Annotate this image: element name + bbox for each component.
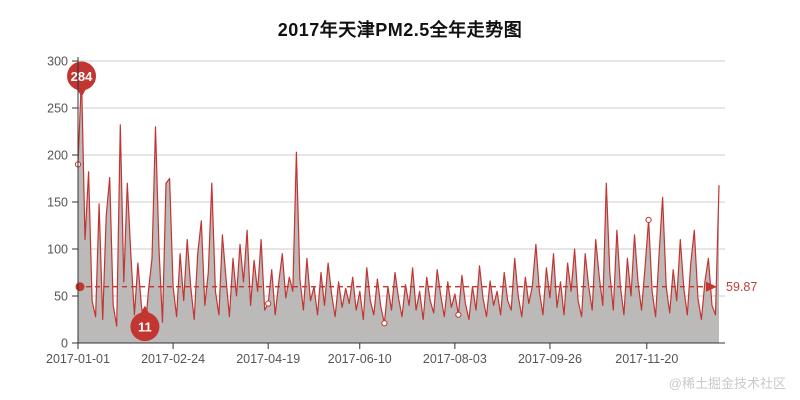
x-axis-label-3: 2017-06-10 — [328, 352, 392, 366]
x-axis-label-1: 2017-02-24 — [141, 352, 205, 366]
y-axis-label-150: 150 — [47, 196, 68, 210]
x-axis-label-6: 2017-11-20 — [615, 352, 678, 366]
x-axis-label-2: 2017-04-19 — [236, 352, 300, 366]
data-point-marker — [381, 320, 388, 327]
data-point-marker — [645, 216, 652, 223]
watermark: @稀土掘金技术社区 — [668, 376, 786, 391]
y-axis-label-200: 200 — [47, 149, 68, 163]
y-axis-label-50: 50 — [54, 290, 68, 304]
avg-value-label: 59.87 — [726, 280, 757, 294]
y-axis-label-100: 100 — [47, 243, 68, 257]
x-axis-label-0: 2017-01-01 — [46, 352, 110, 366]
avg-line-start-dot — [75, 282, 85, 292]
avg-line-arrow — [706, 281, 717, 292]
x-axis-label-4: 2017-08-03 — [423, 352, 487, 366]
max-pin-label: 284 — [71, 69, 93, 84]
min-pin-label: 11 — [138, 320, 152, 335]
min-pin — [130, 312, 160, 342]
max-pin — [67, 61, 97, 91]
y-axis-label-250: 250 — [47, 102, 68, 116]
y-axis-label-300: 300 — [47, 55, 68, 69]
data-point-marker — [265, 300, 272, 307]
data-point-marker — [455, 311, 462, 318]
y-axis-label-0: 0 — [61, 337, 68, 351]
chart-title: 2017年天津PM2.5全年走势图 — [277, 20, 523, 40]
series-line — [77, 75, 720, 334]
x-axis-label-5: 2017-09-26 — [518, 352, 582, 366]
